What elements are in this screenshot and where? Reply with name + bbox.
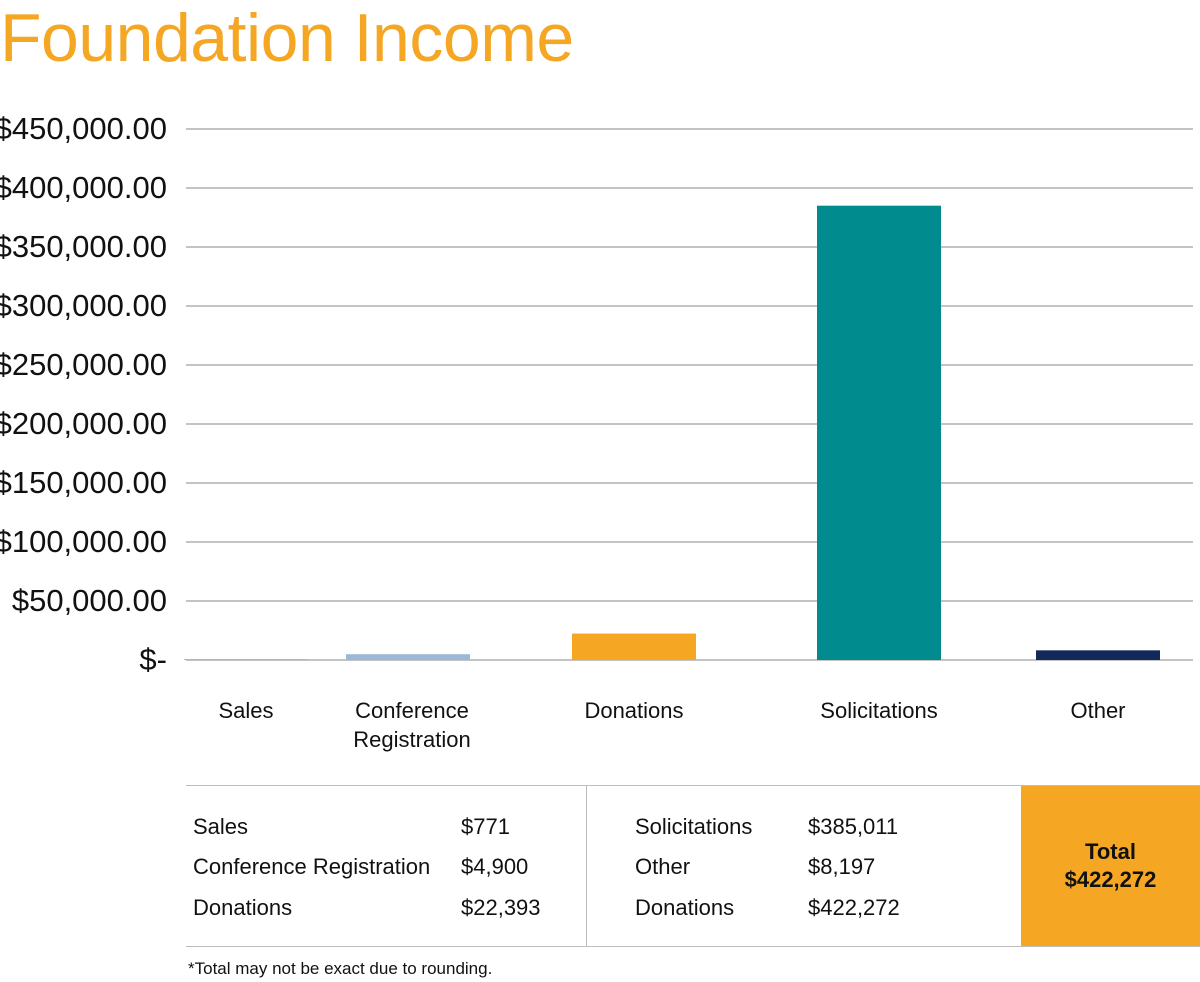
x-category-label: Conference Registration [353,698,470,752]
y-tick-label: $450,000.00 [0,111,167,146]
summary-value: $385,011 [808,814,899,839]
summary-label: Sales [193,814,249,839]
summary-label: Other [635,854,691,879]
y-tick-label: $300,000.00 [0,288,167,323]
summary-label: Donations [193,895,293,920]
bar-donations [572,633,696,660]
y-axis-tick-labels: $450,000.00 $400,000.00 $350,000.00 $300,00… [0,111,167,677]
summary-table: Sales $771 Conference Registration $4,90… [186,785,1200,947]
x-category-label: Other [1070,698,1125,723]
summary-value: $8,197 [808,854,876,879]
y-tick-label: $50,000.00 [12,583,167,618]
bar-conference [346,654,470,660]
x-category-label: Solicitations [820,698,937,723]
summary-right-column: Solicitations $385,011 Other $8,197 Dona… [587,786,1021,946]
y-tick-label: $200,000.00 [0,406,167,441]
x-category-label: Donations [584,698,683,723]
total-value: $422,272 [1064,867,1157,892]
y-tick-label: $250,000.00 [0,347,167,382]
x-axis-category-labels: Sales Conference Registration Donations Soli… [218,698,1125,752]
total-label: Total [1085,839,1136,864]
y-tick-label: $400,000.00 [0,170,167,205]
bars [184,205,1160,661]
bar-solicitations [817,205,941,661]
chart-title: Foundation Income [0,0,574,76]
bar-sales [184,659,308,660]
y-tick-label: $100,000.00 [0,524,167,559]
summary-value: $771 [461,814,510,839]
y-tick-label: $350,000.00 [0,229,167,264]
summary-left-column: Sales $771 Conference Registration $4,90… [186,786,587,946]
y-tick-label: $150,000.00 [0,465,167,500]
summary-value: $4,900 [461,854,529,879]
footnote: *Total may not be exact due to rounding. [188,959,493,978]
bar-chart: $450,000.00 $400,000.00 $350,000.00 $300,00… [0,111,1193,752]
bar-other [1036,650,1160,660]
gridlines [186,128,1193,661]
y-tick-label: $- [139,642,167,677]
summary-label: Conference Registration [193,854,431,879]
summary-label: Donations [635,895,735,920]
summary-value: $22,393 [461,895,541,920]
x-category-label: Sales [218,698,273,723]
summary-value: $422,272 [808,895,900,920]
total-box: Total $422,272 [1021,786,1200,946]
summary-label: Solicitations [635,814,753,839]
